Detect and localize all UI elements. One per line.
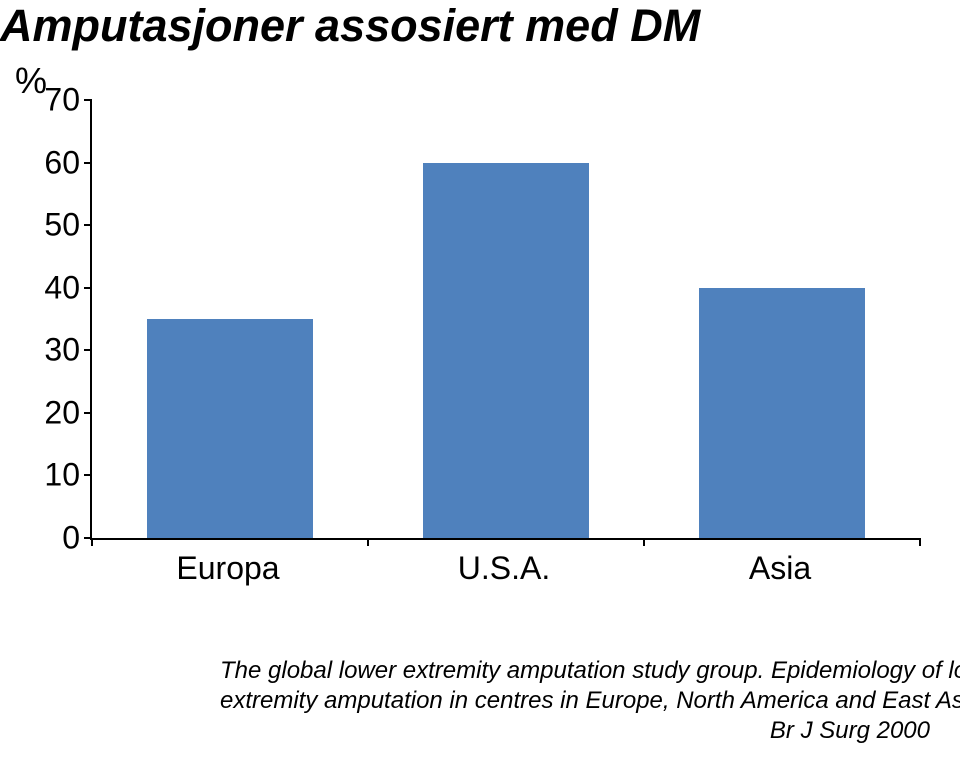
bar bbox=[423, 163, 589, 538]
page-title: Amputasjoner assosiert med DM bbox=[0, 0, 960, 52]
y-tick-label: 40 bbox=[30, 269, 80, 306]
caption-line: extremity amputation in centres in Europ… bbox=[220, 686, 930, 716]
slide: Amputasjoner assosiert med DM % 01020304… bbox=[0, 0, 960, 766]
x-tick-mark bbox=[919, 538, 921, 546]
y-tick-label: 10 bbox=[30, 457, 80, 494]
x-tick-mark bbox=[643, 538, 645, 546]
x-category-label: Europa bbox=[176, 550, 279, 587]
y-tick-label: 20 bbox=[30, 394, 80, 431]
chart-container: 010203040506070EuropaU.S.A.Asia bbox=[30, 100, 930, 580]
y-tick-mark bbox=[84, 224, 92, 226]
caption-line: Br J Surg 2000 bbox=[220, 716, 930, 746]
x-category-label: U.S.A. bbox=[458, 550, 550, 587]
y-tick-mark bbox=[84, 349, 92, 351]
y-tick-mark bbox=[84, 99, 92, 101]
bar bbox=[699, 288, 865, 538]
y-tick-label: 30 bbox=[30, 332, 80, 369]
y-tick-label: 60 bbox=[30, 144, 80, 181]
y-tick-label: 0 bbox=[30, 520, 80, 557]
bar bbox=[147, 319, 313, 538]
x-category-label: Asia bbox=[749, 550, 811, 587]
y-tick-mark bbox=[84, 474, 92, 476]
y-tick-label: 70 bbox=[30, 82, 80, 119]
y-tick-label: 50 bbox=[30, 207, 80, 244]
plot-area bbox=[90, 100, 920, 540]
x-tick-mark bbox=[91, 538, 93, 546]
y-tick-mark bbox=[84, 412, 92, 414]
citation-caption: The global lower extremity amputation st… bbox=[220, 656, 930, 746]
y-tick-mark bbox=[84, 162, 92, 164]
x-tick-mark bbox=[367, 538, 369, 546]
y-tick-mark bbox=[84, 287, 92, 289]
caption-line: The global lower extremity amputation st… bbox=[220, 656, 930, 686]
